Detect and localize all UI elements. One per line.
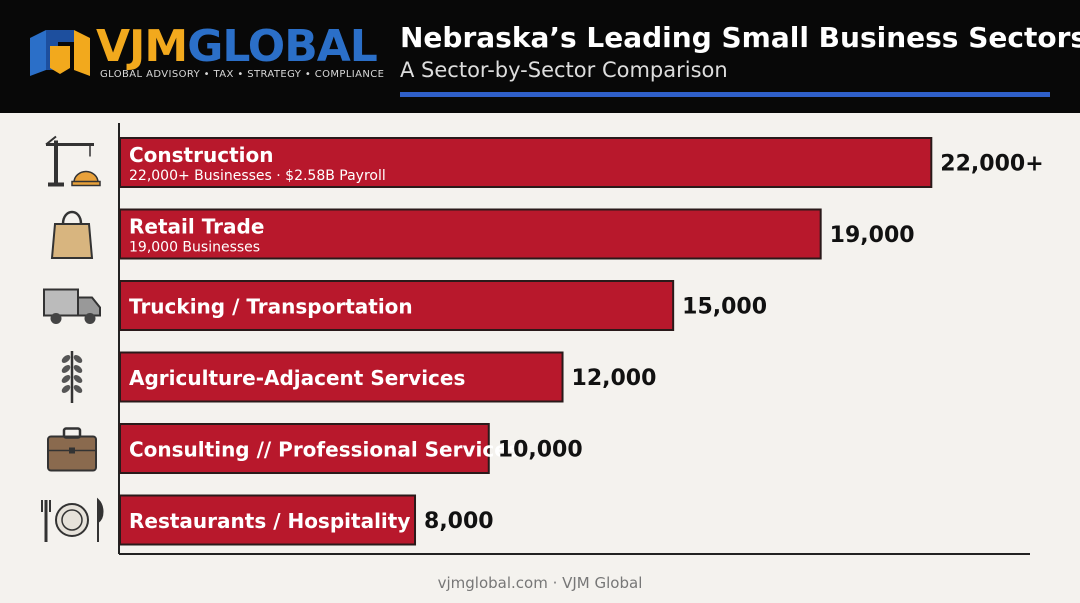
bar-sublabel: 19,000 Businesses — [129, 240, 260, 256]
bar-value-label: 12,000 — [572, 366, 657, 391]
bar-category-label: Consulting // Professional Services — [129, 438, 520, 462]
truck-icon — [43, 288, 101, 324]
brand-tagline: GLOBAL ADVISORY • TAX • STRATEGY • COMPL… — [100, 69, 385, 80]
briefcase-icon — [47, 427, 97, 472]
header-bar: VJMGLOBAL GLOBAL ADVISORY • TAX • STRATE… — [0, 0, 1080, 113]
bar-value-label: 8,000 — [424, 509, 494, 534]
bar-value-label: 22,000+ — [940, 152, 1043, 177]
title-accent-rule — [400, 92, 1050, 97]
bar-category-label: Construction — [129, 143, 273, 167]
bar-value-label: 15,000 — [682, 295, 767, 320]
bar-1 — [119, 208, 822, 260]
wheat-icon — [61, 351, 83, 403]
plate-cutlery-icon — [41, 497, 104, 542]
chart-subtitle: A Sector-by-Sector Comparison — [400, 58, 728, 82]
bar-category-label: Trucking / Transportation — [129, 295, 413, 319]
brand-name-vjm: VJM — [96, 21, 188, 72]
footer-credit: vjmglobal.com · VJM Global — [437, 574, 643, 592]
bar-category-label: Retail Trade — [129, 215, 264, 239]
brand-name-global: GLOBAL — [187, 21, 378, 72]
bar-value-label: 10,000 — [498, 438, 583, 463]
construction-crane-icon — [45, 135, 101, 187]
bar-2 — [119, 280, 675, 331]
chart-title: Nebraska’s Leading Small Business Sector… — [400, 21, 1080, 54]
bar-value-label: 19,000 — [830, 223, 915, 248]
brand-name: VJMGLOBAL — [96, 21, 378, 72]
bar-sublabel: 22,000+ Businesses · $2.58B Payroll — [129, 168, 386, 184]
vjm-logo-icon — [30, 30, 90, 76]
bar-category-label: Agriculture-Adjacent Services — [129, 366, 465, 390]
shopping-bag-icon — [50, 210, 94, 259]
bar-4 — [119, 423, 490, 474]
bar-category-label: Restaurants / Hospitality — [129, 509, 410, 533]
bar-0 — [119, 137, 933, 188]
bar-5 — [119, 494, 417, 546]
bar-3 — [119, 351, 564, 403]
